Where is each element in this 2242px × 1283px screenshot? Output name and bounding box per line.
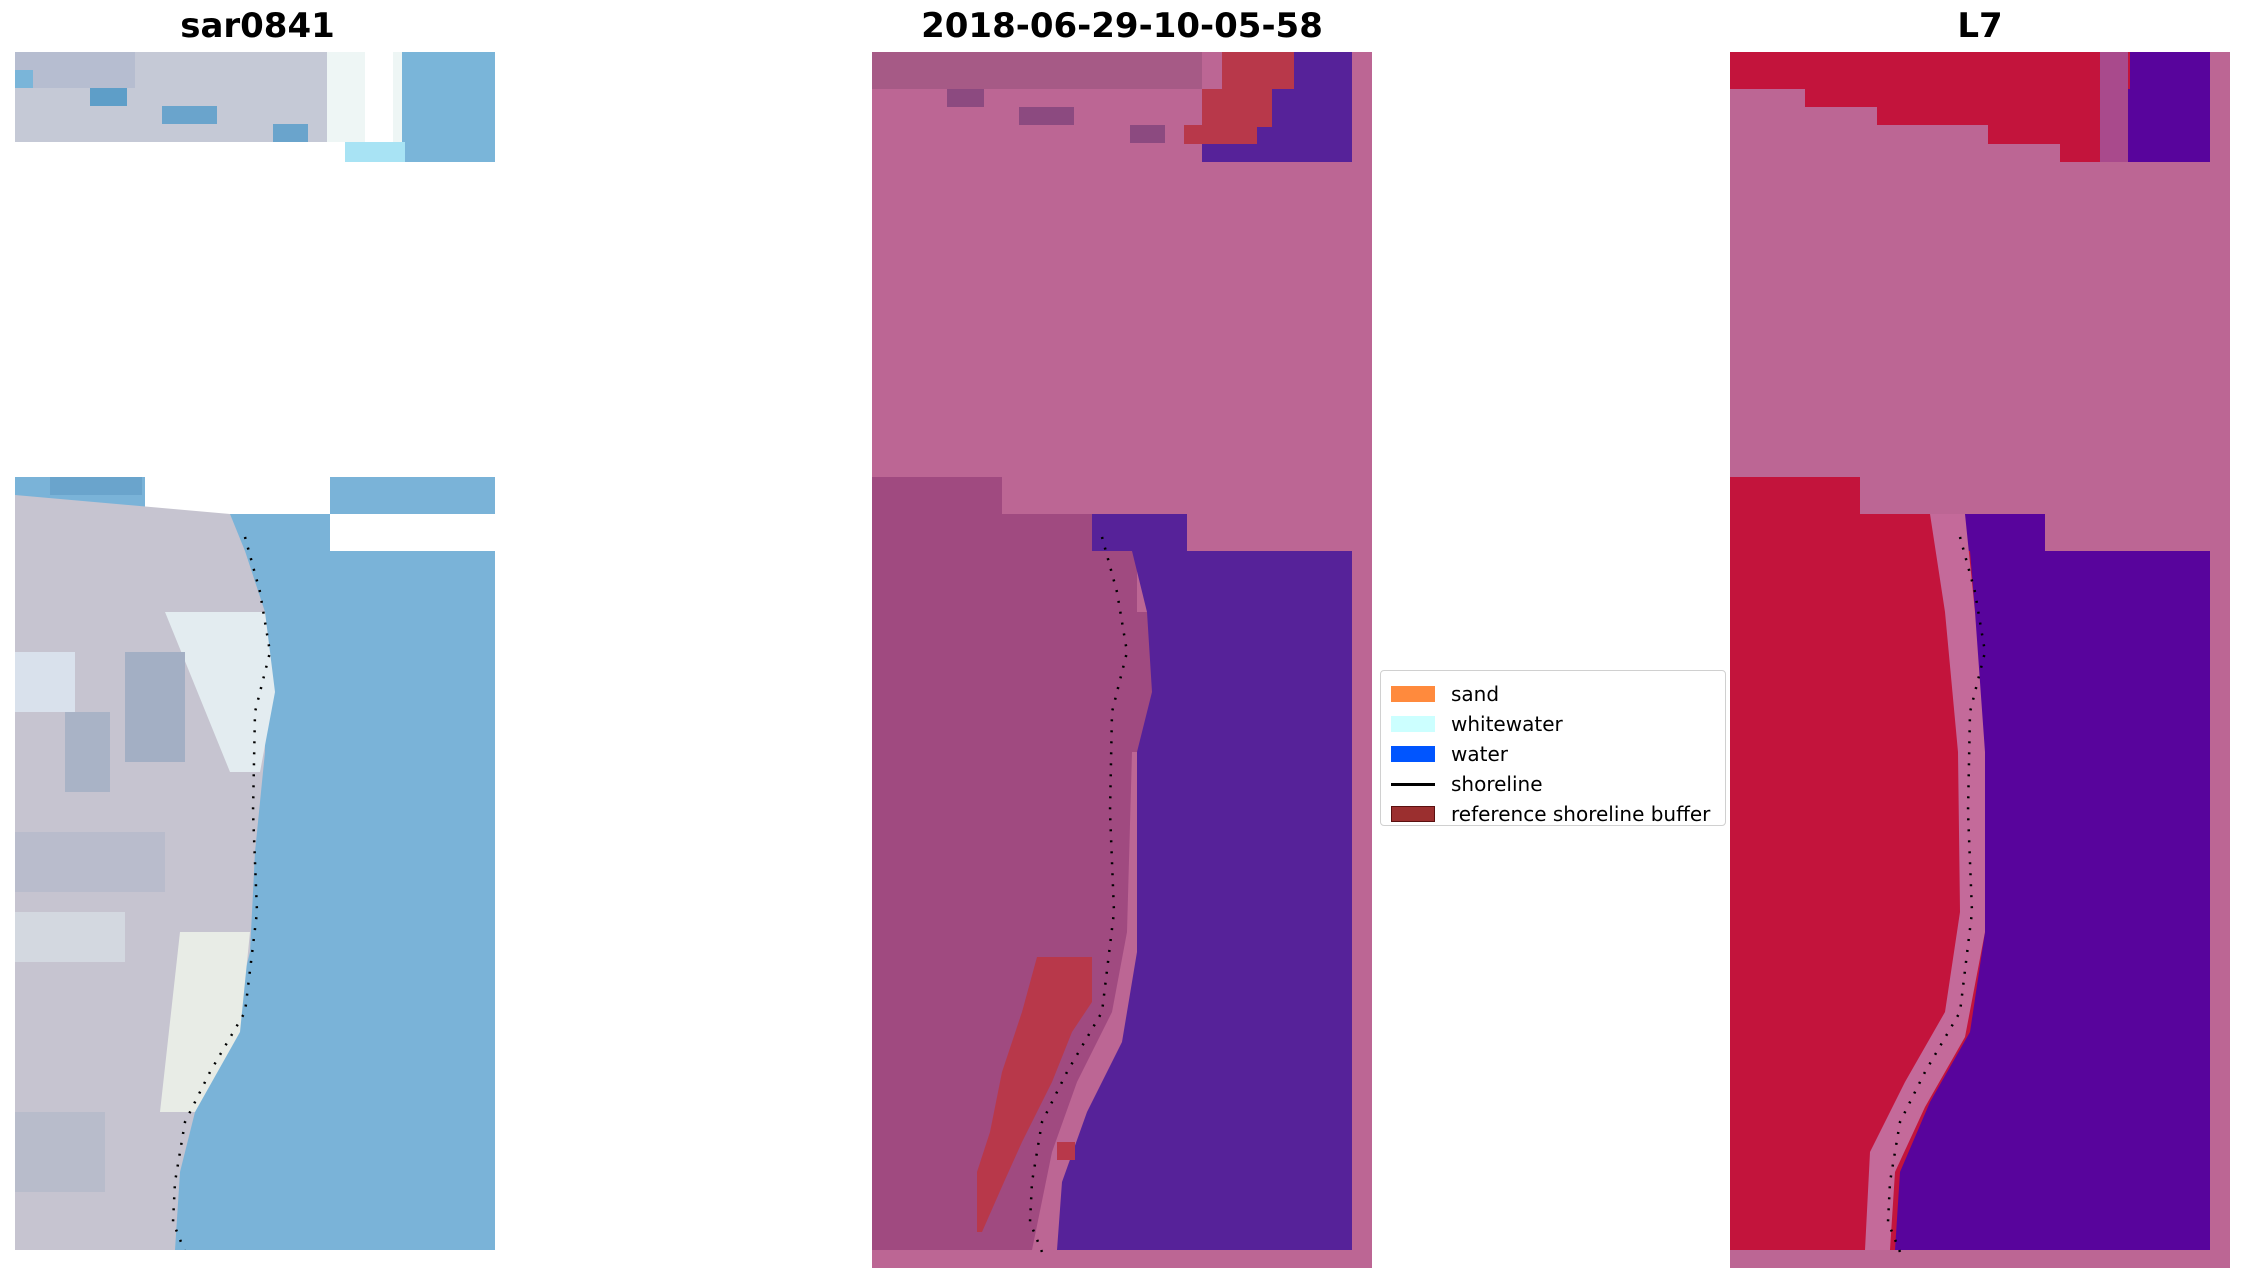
- water-swatch: [1391, 746, 1435, 762]
- panel-title-index: L7: [1957, 6, 2003, 46]
- index-panel: [1730, 52, 2230, 1268]
- shoreline-trace: [171, 536, 272, 1250]
- index-image: [1730, 52, 2230, 1268]
- legend: sand whitewater water shoreline referenc…: [1380, 670, 1726, 826]
- legend-item-sand: sand: [1391, 679, 1715, 709]
- legend-label: sand: [1451, 682, 1500, 706]
- legend-item-reference-buffer: reference shoreline buffer: [1391, 799, 1715, 829]
- shoreline-line-swatch: [1391, 782, 1435, 786]
- sand-swatch: [1391, 686, 1435, 702]
- legend-item-whitewater: whitewater: [1391, 709, 1715, 739]
- rgb-image: [15, 52, 495, 1250]
- legend-item-water: water: [1391, 739, 1715, 769]
- panel-title-rgb: sar0841: [180, 6, 335, 46]
- buffer-swatch: [1391, 806, 1435, 822]
- classification-image: [872, 52, 1372, 1268]
- whitewater-swatch: [1391, 716, 1435, 732]
- classification-panel: [872, 52, 1372, 1268]
- legend-label: shoreline: [1451, 772, 1543, 796]
- panel-title-classification: 2018-06-29-10-05-58: [921, 6, 1323, 46]
- legend-label: water: [1451, 742, 1508, 766]
- legend-label: reference shoreline buffer: [1451, 802, 1711, 826]
- rgb-image-panel: [15, 52, 495, 1250]
- legend-item-shoreline: shoreline: [1391, 769, 1715, 799]
- legend-label: whitewater: [1451, 712, 1563, 736]
